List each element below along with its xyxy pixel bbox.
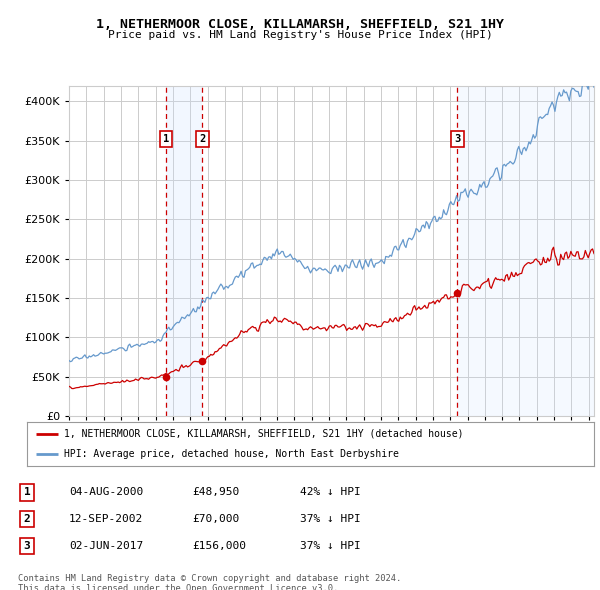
Text: 37% ↓ HPI: 37% ↓ HPI [300,514,361,524]
Text: 2: 2 [23,514,31,524]
Text: 12-SEP-2002: 12-SEP-2002 [69,514,143,524]
Text: £70,000: £70,000 [192,514,239,524]
Text: 1, NETHERMOOR CLOSE, KILLAMARSH, SHEFFIELD, S21 1HY: 1, NETHERMOOR CLOSE, KILLAMARSH, SHEFFIE… [96,18,504,31]
Text: £156,000: £156,000 [192,541,246,551]
Text: 1: 1 [163,134,169,144]
Text: 3: 3 [454,134,461,144]
Text: 04-AUG-2000: 04-AUG-2000 [69,487,143,497]
Text: 2: 2 [199,134,206,144]
Text: £48,950: £48,950 [192,487,239,497]
Text: 1, NETHERMOOR CLOSE, KILLAMARSH, SHEFFIELD, S21 1HY (detached house): 1, NETHERMOOR CLOSE, KILLAMARSH, SHEFFIE… [64,429,463,439]
Bar [457,86,594,416]
Text: Contains HM Land Registry data © Crown copyright and database right 2024.
This d: Contains HM Land Registry data © Crown c… [18,574,401,590]
Text: 37% ↓ HPI: 37% ↓ HPI [300,541,361,551]
Text: 1: 1 [23,487,31,497]
Text: Price paid vs. HM Land Registry's House Price Index (HPI): Price paid vs. HM Land Registry's House … [107,30,493,40]
Text: 42% ↓ HPI: 42% ↓ HPI [300,487,361,497]
Text: 02-JUN-2017: 02-JUN-2017 [69,541,143,551]
Text: 3: 3 [23,541,31,551]
Bar [166,86,202,416]
Text: HPI: Average price, detached house, North East Derbyshire: HPI: Average price, detached house, Nort… [64,449,399,459]
